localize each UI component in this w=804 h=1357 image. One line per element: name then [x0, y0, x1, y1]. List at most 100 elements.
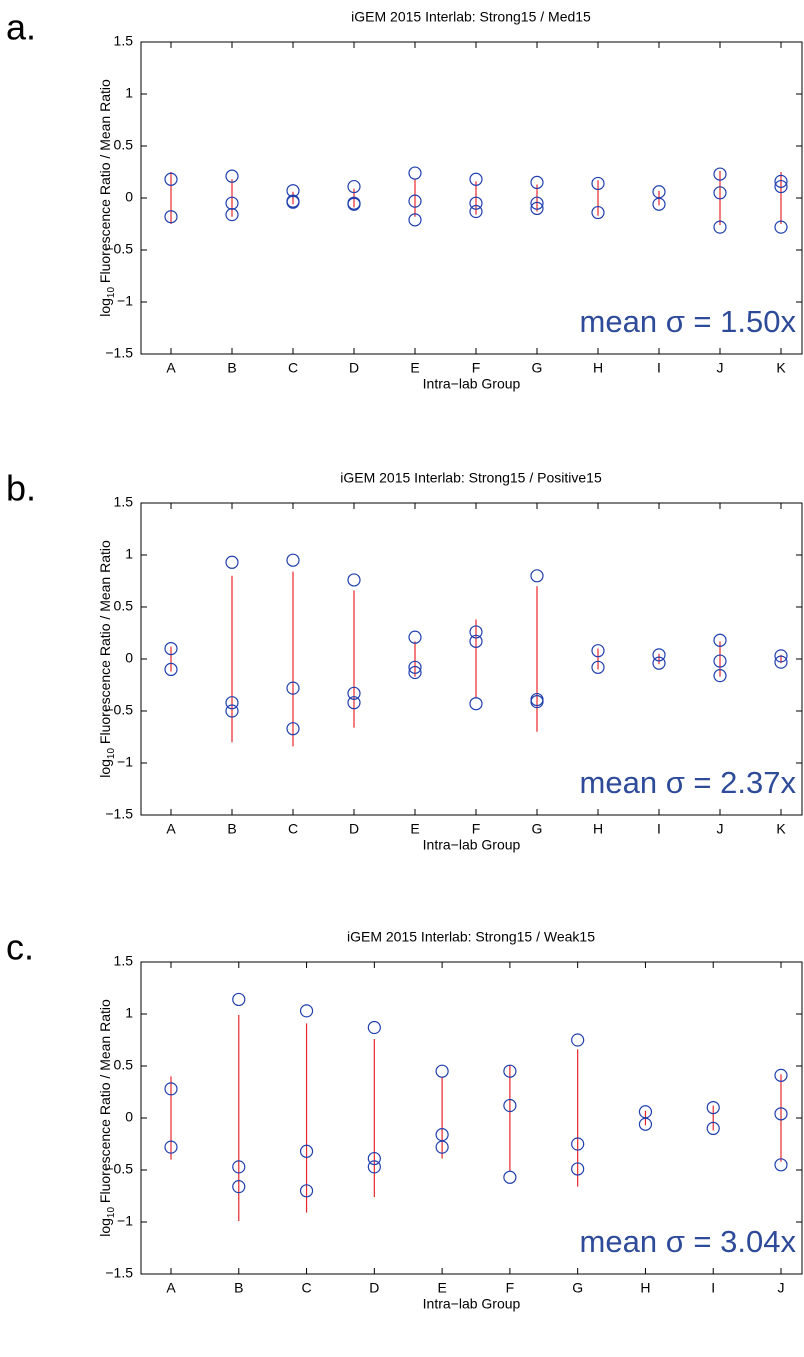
data-point — [164, 662, 178, 677]
x-axis-label: Intra−lab Group — [423, 376, 521, 392]
y-tick-label: 0.5 — [114, 1057, 134, 1073]
data-point — [503, 1098, 517, 1113]
x-tick-label: J — [717, 360, 724, 376]
data-point — [347, 686, 361, 700]
x-tick-label: E — [410, 821, 419, 837]
y-tick-label: −0.5 — [105, 702, 133, 718]
x-tick-label: K — [776, 360, 786, 376]
y-tick-label: 0 — [125, 650, 133, 666]
data-point — [469, 697, 483, 711]
chart-title: iGEM 2015 Interlab: Strong15 / Weak15 — [347, 929, 595, 945]
y-axis-label-part: log — [97, 298, 113, 317]
data-point — [713, 654, 727, 668]
chart-title: iGEM 2015 Interlab: Strong15 / Positive1… — [340, 470, 602, 486]
data-point — [299, 1144, 314, 1158]
data-point — [164, 1082, 178, 1096]
data-point — [469, 634, 483, 648]
y-axis-label: log10 Fluorescence Ratio / Mean Ratio — [97, 540, 117, 778]
data-point — [713, 220, 727, 234]
panel: a. iGEM 2015 Interlab: Strong15 / Med15 lo… — [6, 7, 803, 392]
data-point — [774, 220, 788, 234]
x-tick-label: H — [593, 360, 603, 376]
data-point — [591, 176, 605, 191]
data-point — [225, 696, 239, 710]
data-point — [164, 641, 178, 656]
x-tick-label: B — [227, 360, 236, 376]
panel-label: c. — [6, 927, 34, 968]
data-point — [571, 1162, 585, 1176]
x-axis-label: Intra−lab Group — [423, 1296, 521, 1312]
data-point — [774, 1068, 788, 1082]
x-tick-label: I — [657, 360, 661, 376]
y-axis-label: log10 Fluorescence Ratio / Mean Ratio — [97, 79, 117, 317]
data-point — [408, 213, 422, 227]
data-point — [638, 1117, 653, 1131]
data-point — [469, 172, 483, 186]
data-point — [164, 210, 178, 224]
x-tick-label: C — [288, 821, 298, 837]
y-tick-label: 1 — [125, 546, 133, 562]
x-tick-label: G — [532, 360, 543, 376]
chart-title: iGEM 2015 Interlab: Strong15 / Med15 — [351, 9, 591, 25]
annotation: mean σ = 2.37x — [580, 765, 797, 800]
data-point — [469, 204, 483, 219]
panel-label: b. — [6, 468, 36, 509]
x-tick-label: I — [711, 1280, 715, 1296]
y-axis-label-part: 10 — [106, 748, 117, 760]
data-point — [706, 1121, 720, 1136]
y-axis-label: log10 Fluorescence Ratio / Mean Ratio — [97, 999, 117, 1237]
data-point — [713, 186, 727, 200]
y-tick-label: −0.5 — [105, 241, 133, 257]
data-point — [706, 1100, 720, 1115]
x-tick-label: G — [572, 1280, 583, 1296]
data-point — [530, 175, 544, 189]
annotation: mean σ = 3.04x — [580, 1224, 797, 1259]
x-tick-label: E — [437, 1280, 446, 1296]
data-point — [225, 208, 239, 222]
data-point — [232, 992, 246, 1007]
x-tick-label: A — [166, 821, 176, 837]
data-point — [530, 196, 544, 210]
data-point — [571, 1033, 585, 1047]
data-point — [530, 569, 544, 583]
data-point — [469, 625, 483, 639]
x-tick-label: J — [717, 821, 724, 837]
data-point — [299, 1004, 314, 1018]
y-tick-label: 0.5 — [114, 137, 134, 153]
annotation: mean σ = 1.50x — [580, 304, 797, 339]
data-point — [591, 205, 605, 220]
data-point — [286, 195, 300, 209]
data-point — [774, 655, 788, 669]
y-tick-label: 1.5 — [114, 494, 134, 510]
x-tick-label: D — [369, 1280, 379, 1296]
x-tick-label: A — [166, 1280, 176, 1296]
x-tick-label: H — [593, 821, 603, 837]
data-point — [367, 1160, 381, 1174]
x-tick-label: I — [657, 821, 661, 837]
x-tick-label: B — [227, 821, 236, 837]
y-tick-label: 0.5 — [114, 598, 134, 614]
data-point — [469, 196, 483, 210]
data-point — [347, 696, 361, 710]
data-point — [286, 681, 300, 695]
data-point — [367, 1020, 381, 1035]
data-point — [713, 669, 727, 683]
data-point — [286, 553, 300, 567]
data-point — [435, 1140, 449, 1154]
data-point — [347, 179, 361, 194]
y-tick-label: −0.5 — [105, 1161, 133, 1177]
data-point — [435, 1064, 449, 1078]
x-tick-label: F — [506, 1280, 515, 1296]
y-tick-label: 1 — [125, 1005, 133, 1021]
x-tick-label: C — [288, 360, 298, 376]
x-tick-label: A — [166, 360, 176, 376]
data-point — [408, 194, 422, 208]
y-tick-label: 0 — [125, 189, 133, 205]
y-tick-label: −1.5 — [105, 1265, 133, 1281]
data-point — [591, 660, 605, 674]
x-tick-label: K — [776, 821, 786, 837]
data-point — [530, 201, 544, 215]
data-point — [164, 1140, 178, 1154]
data-point — [774, 179, 788, 194]
x-tick-label: H — [640, 1280, 650, 1296]
